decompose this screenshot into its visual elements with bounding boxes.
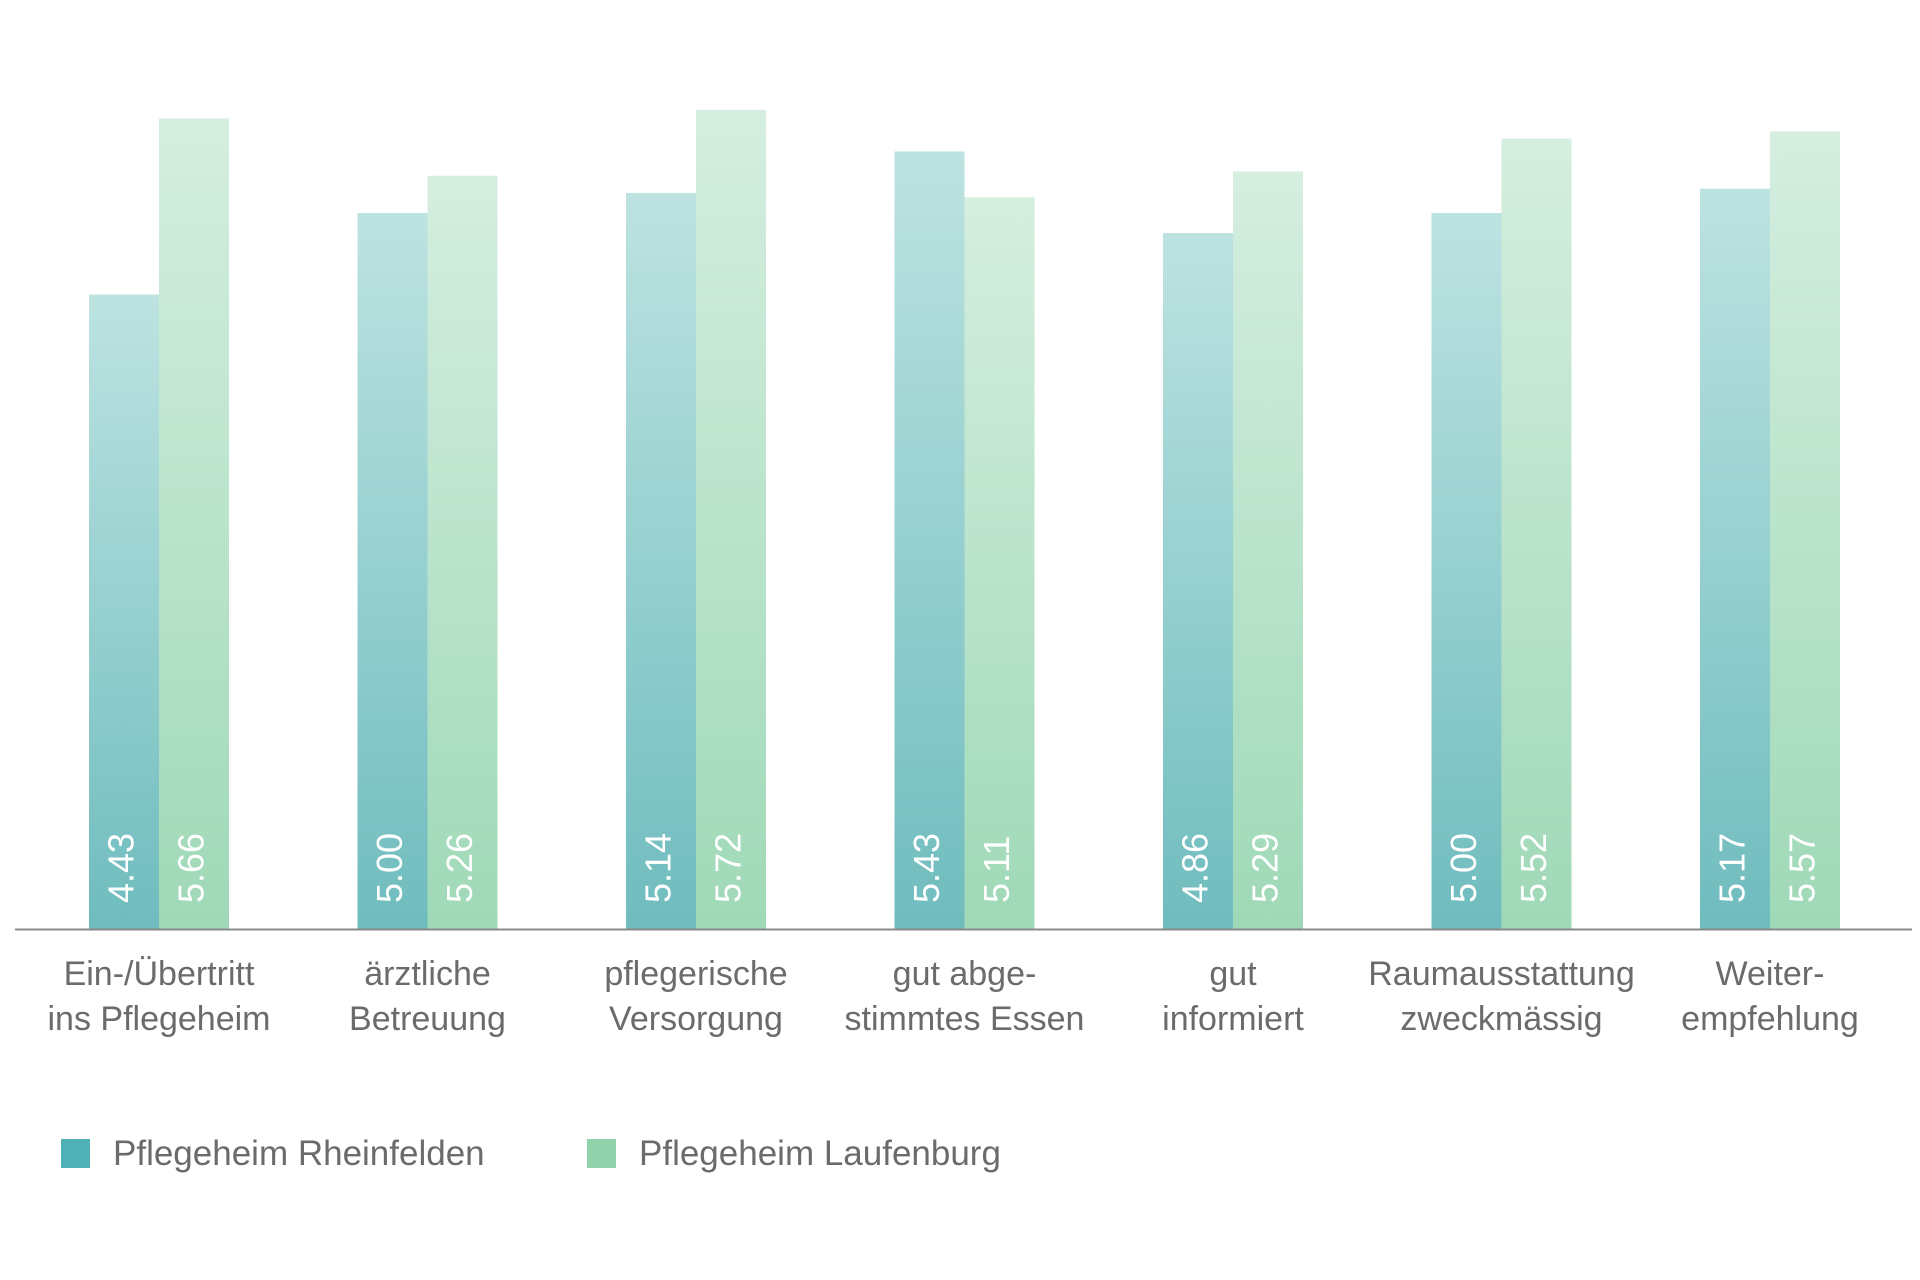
value-labels-layer: 4.43 5.66 5.00 5.26 5.14 5.72 5.43 5.11 4.86 5.29…: [101, 833, 1823, 903]
category-label-0-line-0: Ein-/Übertritt: [64, 955, 255, 993]
category-label-5-line-0: Raumausstattung: [1368, 955, 1635, 993]
bar-rheinfelden-6: [1700, 188, 1770, 929]
category-label-0-line-1: ins Pflegeheim: [47, 1000, 270, 1038]
value-label-rheinfelden-2: 5.14: [638, 833, 679, 903]
bar-rheinfelden-0: [89, 294, 159, 929]
bar-laufenburg-6: [1770, 131, 1840, 930]
value-label-rheinfelden-6: 5.17: [1712, 833, 1753, 903]
value-label-laufenburg-6: 5.57: [1782, 833, 1823, 903]
legend-label-rheinfelden: Pflegeheim Rheinfelden: [113, 1134, 485, 1173]
category-label-4-line-0: gut: [1209, 955, 1257, 993]
value-label-rheinfelden-4: 4.86: [1175, 833, 1216, 903]
value-label-rheinfelden-5: 5.00: [1443, 833, 1484, 903]
category-labels-layer: Ein-/Übertritt ins Pflegeheim ärztliche Bet…: [47, 955, 1858, 1038]
legend-swatch-rheinfelden: [61, 1139, 90, 1168]
value-label-laufenburg-2: 5.72: [708, 833, 749, 903]
value-label-laufenburg-0: 5.66: [171, 833, 212, 903]
category-label-5-line-1: zweckmässig: [1400, 1000, 1602, 1038]
bar-rheinfelden-1: [357, 213, 428, 929]
category-label-1-line-1: Betreuung: [349, 1000, 506, 1038]
category-label-6-line-0: Weiter-: [1716, 955, 1825, 993]
value-label-laufenburg-4: 5.29: [1245, 833, 1286, 903]
bar-rheinfelden-2: [626, 192, 696, 929]
bar-laufenburg-4: [1233, 171, 1303, 930]
bar-laufenburg-2: [696, 109, 766, 930]
value-label-rheinfelden-1: 5.00: [369, 833, 410, 903]
bar-laufenburg-0: [159, 118, 229, 930]
bar-laufenburg-1: [427, 175, 498, 929]
category-label-3-line-1: stimmtes Essen: [845, 1000, 1085, 1038]
category-label-4-line-1: informiert: [1162, 1000, 1304, 1038]
bars-layer: [89, 109, 1840, 930]
bar-laufenburg-5: [1501, 138, 1572, 929]
value-label-rheinfelden-0: 4.43: [101, 833, 142, 903]
category-label-2-line-1: Versorgung: [609, 1000, 783, 1038]
legend-swatch-laufenburg: [587, 1139, 616, 1168]
value-label-laufenburg-5: 5.52: [1513, 833, 1554, 903]
category-label-1-line-0: ärztliche: [364, 955, 491, 993]
value-label-laufenburg-3: 5.11: [976, 836, 1017, 903]
category-label-3-line-0: gut abge-: [893, 955, 1037, 993]
legend-label-laufenburg: Pflegeheim Laufenburg: [639, 1134, 1001, 1173]
value-label-rheinfelden-3: 5.43: [906, 833, 947, 903]
category-label-6-line-1: empfehlung: [1681, 1000, 1859, 1038]
bar-rheinfelden-3: [894, 151, 965, 929]
value-label-laufenburg-1: 5.26: [439, 833, 480, 903]
category-label-2-line-0: pflegerische: [604, 955, 787, 993]
bar-rheinfelden-4: [1163, 233, 1233, 930]
bar-laufenburg-3: [964, 197, 1035, 930]
legend: Pflegeheim Rheinfelden Pflegeheim Laufenb…: [61, 1134, 1001, 1173]
bar-rheinfelden-5: [1431, 213, 1502, 929]
